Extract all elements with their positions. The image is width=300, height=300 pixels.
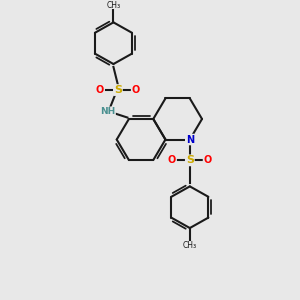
Text: O: O [132,85,140,95]
Text: O: O [168,155,176,165]
Text: NH: NH [100,107,115,116]
Text: CH₃: CH₃ [183,241,197,250]
Text: O: O [96,85,104,95]
Text: O: O [203,155,212,165]
Text: N: N [186,134,194,145]
Text: S: S [114,85,122,95]
Text: S: S [186,155,194,165]
Text: CH₃: CH₃ [106,1,121,10]
